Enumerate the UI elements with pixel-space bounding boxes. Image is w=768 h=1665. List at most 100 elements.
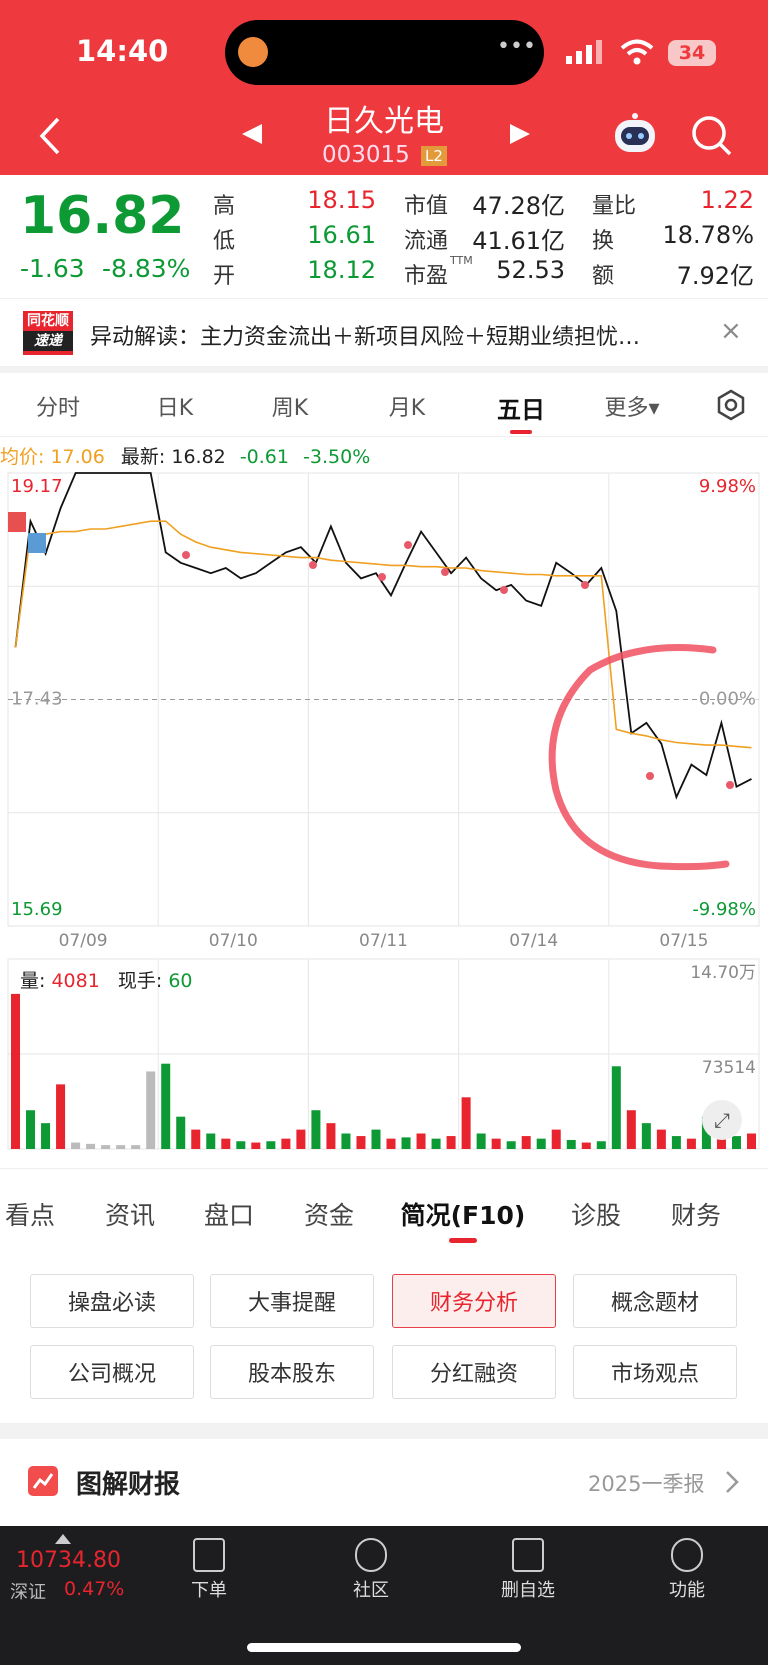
volume-bar <box>131 1145 141 1149</box>
report-period[interactable]: 2025一季报 <box>588 1472 705 1496</box>
volume-bar <box>356 1136 366 1149</box>
stock-code: 003015 <box>322 142 410 168</box>
volume-info: 量: 4081 现手: 60 <box>20 966 193 993</box>
volume-bar <box>401 1137 411 1149</box>
volume-bar <box>626 1110 636 1149</box>
function-button[interactable]: 财务分析 <box>392 1274 556 1328</box>
volume-bar <box>86 1143 96 1149</box>
volume-bar <box>116 1145 126 1149</box>
section-tab[interactable]: 盘口 <box>203 1201 255 1230</box>
stat-value: 18.78% <box>662 221 754 249</box>
hand-label: 现手: <box>117 970 163 992</box>
function-button[interactable]: 市场观点 <box>573 1345 737 1399</box>
next-stock[interactable] <box>508 122 532 146</box>
chart-tab[interactable]: 月K <box>388 396 426 421</box>
stat-sup: TTM <box>450 254 473 267</box>
function-button[interactable]: 公司概况 <box>30 1345 194 1399</box>
search-button[interactable] <box>690 114 734 158</box>
event-dot <box>378 573 386 581</box>
chart-tab[interactable]: 周K <box>271 396 309 421</box>
y-tick-label: 17.43 <box>11 689 63 710</box>
volume-bar <box>746 1133 756 1149</box>
stat-value: 1.22 <box>700 186 754 214</box>
x-tick-label: 07/11 <box>359 931 408 951</box>
stat-label: 市盈 <box>404 264 449 289</box>
home-indicator <box>247 1643 521 1652</box>
divider <box>0 1168 768 1169</box>
volume-bar <box>146 1071 156 1149</box>
wifi-icon <box>620 39 654 65</box>
function-button[interactable]: 操盘必读 <box>30 1274 194 1328</box>
function-button[interactable]: 股本股东 <box>210 1345 374 1399</box>
y-tick-label: 73514 <box>702 1058 756 1078</box>
function-button[interactable]: 大事提醒 <box>210 1274 374 1328</box>
signal-icon <box>566 40 602 64</box>
volume-bar <box>11 993 21 1149</box>
chart-tab[interactable]: 更多▾ <box>604 396 660 421</box>
level-badge: L2 <box>421 146 447 166</box>
chart-tab[interactable]: 分时 <box>35 396 81 421</box>
section-tab[interactable]: 财务 <box>670 1201 722 1230</box>
y-tick-label: 15.69 <box>11 899 63 920</box>
chart-tab[interactable]: 日K <box>156 396 194 421</box>
stat-label: 开 <box>213 264 236 289</box>
tab-underline <box>510 430 532 434</box>
volume-bar <box>536 1138 546 1149</box>
dynamic-island: ••• <box>225 20 544 85</box>
nav-label[interactable]: 功能 <box>669 1580 705 1601</box>
stat-label: 量比 <box>592 194 637 219</box>
function-button[interactable]: 分红融资 <box>392 1345 556 1399</box>
stat-label: 流通 <box>404 229 449 254</box>
chart-tab[interactable]: 五日 <box>497 396 545 424</box>
banner-close[interactable]: × <box>720 316 742 346</box>
stat-value: 18.15 <box>307 186 376 214</box>
y-tick-label: 19.17 <box>11 476 63 497</box>
fullscreen-button[interactable]: ⤢ <box>702 1100 742 1140</box>
index-value: 10734.80 <box>16 1548 121 1573</box>
volume-bar <box>476 1133 486 1149</box>
volume-bar <box>596 1141 606 1149</box>
volume-bar <box>671 1136 681 1149</box>
banner-text[interactable]: 异动解读：主力资金流出＋新项目风险＋短期业绩担忧… <box>90 325 641 350</box>
y-tick-label: 14.70万 <box>690 963 756 983</box>
section-tab[interactable]: 诊股 <box>570 1201 622 1230</box>
volume-bar <box>521 1136 531 1149</box>
section-tab[interactable]: 简况(F10) <box>400 1201 526 1230</box>
separator <box>0 1423 768 1439</box>
x-tick-label: 07/09 <box>59 931 108 951</box>
stat-label: 高 <box>213 194 236 219</box>
volume-bar <box>206 1133 216 1149</box>
volume-bar <box>461 1097 471 1149</box>
nav-label[interactable]: 社区 <box>353 1580 389 1601</box>
chart-area: 19.17 17.43 15.69 9.98% 0.00% -9.98% 07/09 07/1… <box>7 472 760 1150</box>
nav-icon <box>355 1538 387 1572</box>
stat-value: 16.61 <box>307 221 376 249</box>
section-tab[interactable]: 看点 <box>4 1201 56 1230</box>
report-title: 图解财报 <box>76 1470 181 1500</box>
volume-bar <box>641 1123 651 1149</box>
settings-button[interactable] <box>714 388 748 422</box>
section-tab[interactable]: 资讯 <box>104 1201 156 1230</box>
volume-bar <box>431 1138 441 1149</box>
volume-bar <box>551 1129 561 1149</box>
section-tab[interactable]: 资金 <box>303 1201 355 1230</box>
event-dot <box>182 551 190 559</box>
volume-bar <box>581 1142 591 1149</box>
volume-bar <box>386 1138 396 1149</box>
price-line <box>14 520 752 749</box>
prev-stock[interactable] <box>240 122 264 146</box>
robot-icon[interactable] <box>612 112 658 158</box>
volume-bar <box>446 1136 456 1149</box>
back-button[interactable] <box>36 116 64 156</box>
event-dot <box>500 586 508 594</box>
price-line <box>14 472 752 800</box>
volume-bar <box>311 1110 321 1149</box>
tab-underline <box>449 1238 477 1243</box>
buy-marker <box>8 512 26 532</box>
y2-tick-label: -9.98% <box>692 899 756 920</box>
nav-label[interactable]: 下单 <box>191 1580 227 1601</box>
function-button[interactable]: 概念题材 <box>573 1274 737 1328</box>
nav-label[interactable]: 删自选 <box>501 1580 555 1601</box>
stat-value: 52.53 <box>496 256 565 284</box>
